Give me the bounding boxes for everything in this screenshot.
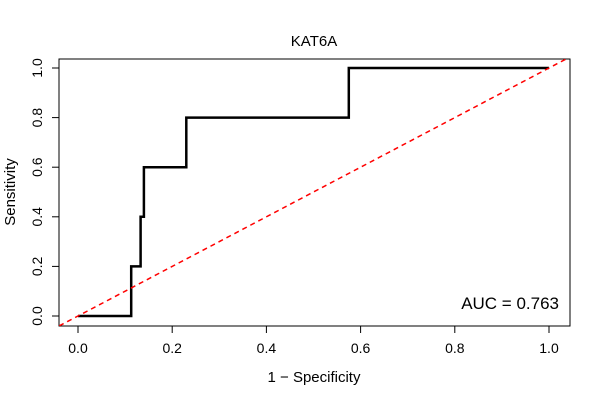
x-tick-label: 1.0	[539, 340, 559, 356]
reference-diagonal-line	[59, 59, 568, 326]
y-tick-label: 0.0	[29, 306, 45, 326]
y-tick-label: 0.4	[29, 207, 45, 227]
roc-curve-line	[78, 66, 549, 318]
auc-annotation: AUC = 0.763	[461, 294, 559, 313]
x-axis-label: 1 − Specificity	[268, 369, 361, 386]
y-tick-label: 0.6	[29, 157, 45, 177]
series-layer	[59, 59, 568, 326]
y-tick-label: 0.8	[29, 108, 45, 128]
y-tick-label: 1.0	[29, 58, 45, 78]
chart-title: KAT6A	[291, 33, 337, 50]
x-tick-label: 0.4	[257, 340, 277, 356]
x-tick-label: 0.8	[445, 340, 465, 356]
x-tick-label: 0.0	[68, 340, 88, 356]
plot-frame	[58, 58, 571, 327]
y-tick-label: 0.2	[29, 256, 45, 276]
x-axis: 0.0 0.2 0.4 0.6 0.8 1.0	[68, 325, 559, 356]
x-tick-label: 0.2	[162, 340, 182, 356]
x-tick-label: 0.6	[351, 340, 371, 356]
y-axis: 0.0 0.2 0.4 0.6 0.8 1.0	[29, 58, 60, 326]
y-axis-label: Sensitivity	[2, 158, 19, 226]
